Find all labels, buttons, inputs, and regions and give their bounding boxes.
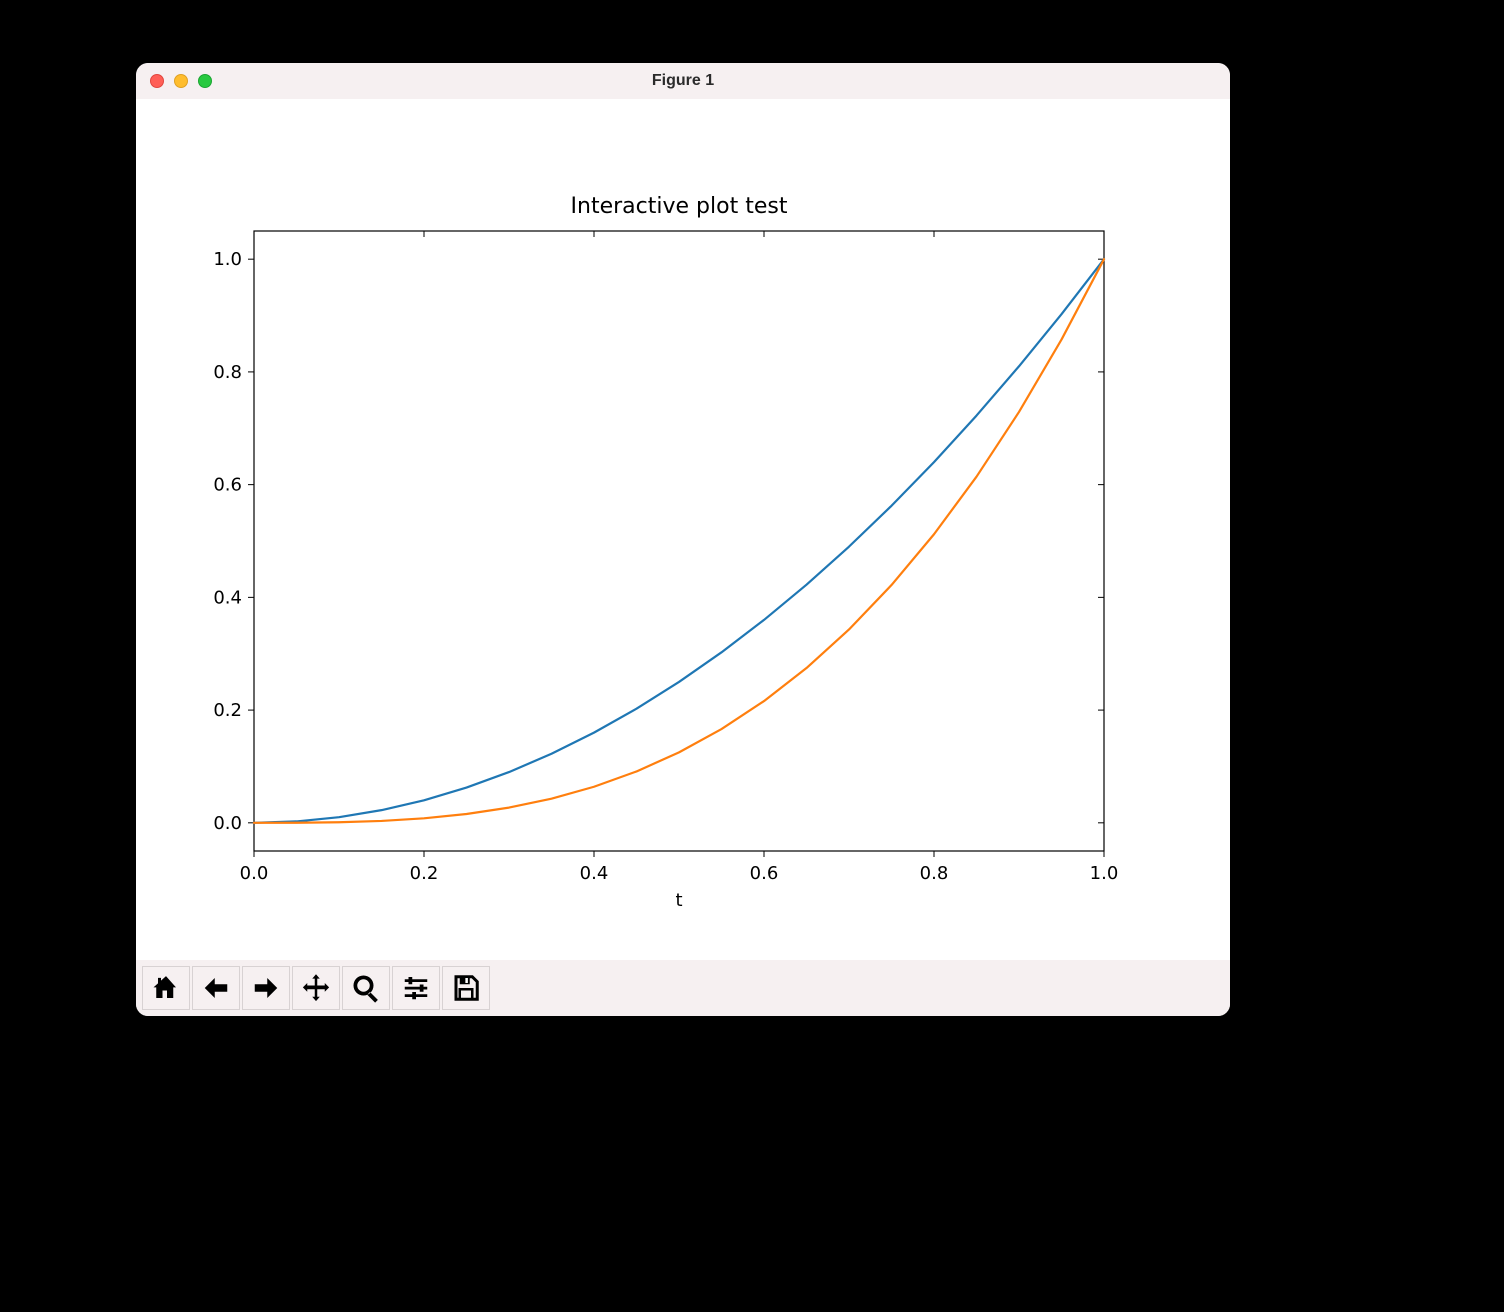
x-axis-label: t xyxy=(675,890,682,911)
home-button[interactable] xyxy=(142,966,190,1010)
chart-title: Interactive plot test xyxy=(571,194,788,219)
sliders-icon xyxy=(401,973,431,1003)
window-title: Figure 1 xyxy=(652,72,714,90)
pan-button[interactable] xyxy=(292,966,340,1010)
titlebar: Figure 1 xyxy=(136,63,1230,99)
y-tick-label: 0.0 xyxy=(213,813,242,834)
traffic-lights xyxy=(150,74,212,88)
y-tick-label: 0.4 xyxy=(213,587,242,608)
toolbar xyxy=(136,960,1230,1016)
x-tick-label: 0.6 xyxy=(750,863,779,884)
forward-arrow-icon xyxy=(251,973,281,1003)
plot-svg: 0.0 0.2 0.4 0.6 0.8 1.0 0.0 0.2 0.4 0.6 0.8 1.0 Inte… xyxy=(136,99,1230,960)
x-tick-label: 0.2 xyxy=(410,863,439,884)
close-button[interactable] xyxy=(150,74,164,88)
move-icon xyxy=(301,973,331,1003)
figure-window: Figure 1 0.00.20.40.60.81.00.00.20.40.60… xyxy=(136,63,1230,1016)
zoom-button[interactable] xyxy=(342,966,390,1010)
series-t^2 xyxy=(254,259,1104,823)
minimize-button[interactable] xyxy=(174,74,188,88)
x-tick-label: 1.0 xyxy=(1090,863,1119,884)
y-tick-label: 0.6 xyxy=(213,475,242,496)
plot-area[interactable]: 0.0 0.2 0.4 0.6 0.8 1.0 0.0 0.2 0.4 0.6 0.8 1.0 Inte… xyxy=(136,99,1230,960)
back-button[interactable] xyxy=(192,966,240,1010)
home-icon xyxy=(151,973,181,1003)
x-tick-label: 0.0 xyxy=(240,863,269,884)
forward-button[interactable] xyxy=(242,966,290,1010)
zoom-icon xyxy=(351,973,381,1003)
series-t^3 xyxy=(254,259,1104,823)
back-arrow-icon xyxy=(201,973,231,1003)
y-tick-label: 1.0 xyxy=(213,249,242,270)
save-button[interactable] xyxy=(442,966,490,1010)
x-tick-label: 0.8 xyxy=(920,863,949,884)
configure-button[interactable] xyxy=(392,966,440,1010)
save-icon xyxy=(451,973,481,1003)
y-tick-label: 0.8 xyxy=(213,362,242,383)
x-tick-label: 0.4 xyxy=(580,863,609,884)
maximize-button[interactable] xyxy=(198,74,212,88)
y-tick-label: 0.2 xyxy=(213,700,242,721)
